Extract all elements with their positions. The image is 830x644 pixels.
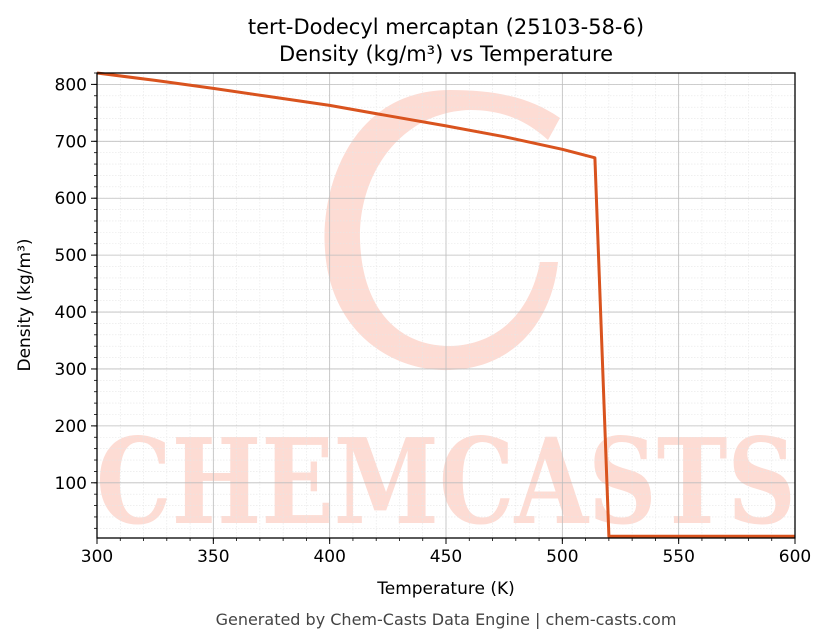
x-tick-labels: 300 350 400 450 500 550 600 — [81, 547, 811, 567]
watermark-logo-arc — [324, 90, 560, 371]
x-tick-label: 500 — [546, 547, 578, 567]
x-tick-label: 300 — [81, 547, 113, 567]
y-tick-label: 300 — [55, 360, 87, 380]
footer-credit: Generated by Chem-Casts Data Engine | ch… — [216, 610, 677, 629]
x-tick-label: 350 — [197, 547, 229, 567]
x-tick-label: 400 — [313, 547, 345, 567]
density-line — [96, 71, 795, 538]
y-tick-label: 400 — [55, 303, 87, 323]
x-axis-label: Temperature (K) — [376, 579, 515, 599]
y-axis-label: Density (kg/m³) — [15, 238, 35, 371]
y-tick-label: 700 — [55, 132, 87, 152]
x-tick-label: 550 — [662, 547, 694, 567]
chart-subtitle: Density (kg/m³) vs Temperature — [279, 42, 613, 66]
x-tick-label: 450 — [430, 547, 462, 567]
y-tick-label: 500 — [55, 246, 87, 266]
y-tick-label: 800 — [55, 75, 87, 95]
y-tick-label: 100 — [55, 474, 87, 494]
axis-ticks — [91, 72, 796, 544]
y-tick-labels: 100 200 300 400 500 600 700 800 — [55, 75, 87, 493]
y-tick-label: 600 — [55, 189, 87, 209]
chart-title: tert-Dodecyl mercaptan (25103-58-6) — [248, 15, 644, 39]
x-tick-label: 600 — [779, 547, 811, 567]
series-layer — [96, 71, 795, 538]
y-tick-label: 200 — [55, 417, 87, 437]
